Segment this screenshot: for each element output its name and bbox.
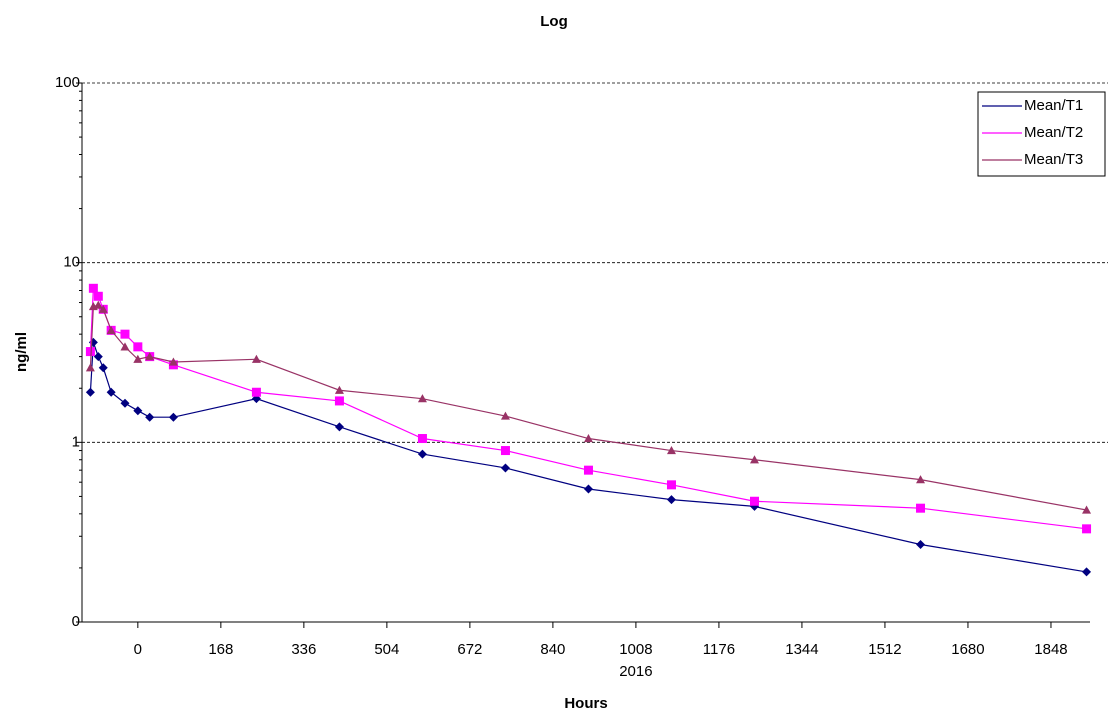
marker	[120, 342, 130, 351]
x-tick-label: 1344	[785, 641, 818, 658]
x-tick-label: 1680	[951, 641, 984, 658]
marker	[106, 387, 116, 397]
marker	[251, 387, 261, 397]
x-annotation: 2016	[619, 663, 652, 680]
marker	[145, 352, 155, 361]
marker	[916, 503, 926, 513]
marker	[749, 496, 759, 506]
marker	[417, 449, 427, 459]
marker	[93, 291, 103, 301]
marker	[916, 539, 926, 549]
x-tick-label: 1176	[703, 641, 735, 658]
y-tick-label: 1	[72, 433, 80, 450]
line	[89, 342, 1087, 573]
legend-label: Mean/T2	[1024, 124, 1083, 141]
x-tick-label: 1512	[868, 641, 901, 658]
marker	[417, 434, 427, 444]
line	[89, 304, 1087, 511]
marker	[417, 394, 427, 403]
marker	[133, 406, 143, 416]
x-tick-label: 0	[134, 641, 142, 658]
marker	[251, 354, 261, 363]
marker	[916, 475, 926, 484]
marker	[334, 396, 344, 406]
marker	[500, 411, 510, 420]
marker	[666, 446, 676, 455]
marker	[583, 484, 593, 494]
chart-title: Log	[540, 13, 568, 30]
marker	[1082, 524, 1092, 534]
marker	[120, 329, 130, 339]
marker	[500, 446, 510, 456]
marker	[98, 363, 108, 373]
marker	[98, 304, 108, 313]
marker	[1082, 567, 1092, 577]
x-tick-label: 336	[291, 641, 316, 658]
y-tick-label: 10	[63, 254, 80, 271]
marker	[666, 495, 676, 505]
marker	[120, 398, 130, 408]
marker	[666, 480, 676, 490]
legend-label: Mean/T1	[1024, 97, 1083, 114]
marker	[334, 422, 344, 432]
marker	[93, 352, 103, 362]
marker	[1082, 505, 1092, 514]
x-tick-label: 1008	[619, 641, 652, 658]
marker	[583, 434, 593, 443]
marker	[749, 455, 759, 464]
marker	[168, 412, 178, 422]
marker	[500, 463, 510, 473]
marker	[88, 283, 98, 293]
marker	[85, 363, 95, 372]
marker	[145, 412, 155, 422]
marker	[106, 325, 116, 334]
legend-label: Mean/T3	[1024, 151, 1083, 168]
x-tick-label: 1848	[1034, 641, 1067, 658]
x-tick-label: 168	[208, 641, 233, 658]
marker	[85, 387, 95, 397]
y-tick-label: 0	[72, 613, 80, 630]
marker	[93, 300, 103, 309]
y-tick-label: 100	[55, 74, 80, 91]
x-tick-label: 672	[457, 641, 482, 658]
x-tick-label: 840	[540, 641, 565, 658]
marker	[133, 354, 143, 363]
marker	[334, 385, 344, 394]
x-tick-label: 504	[374, 641, 399, 658]
marker	[583, 465, 593, 475]
marker	[85, 347, 95, 357]
x-axis-label: Hours	[564, 695, 607, 711]
marker	[133, 342, 143, 352]
y-axis-label: ng/ml	[13, 332, 30, 372]
marker	[168, 357, 178, 366]
